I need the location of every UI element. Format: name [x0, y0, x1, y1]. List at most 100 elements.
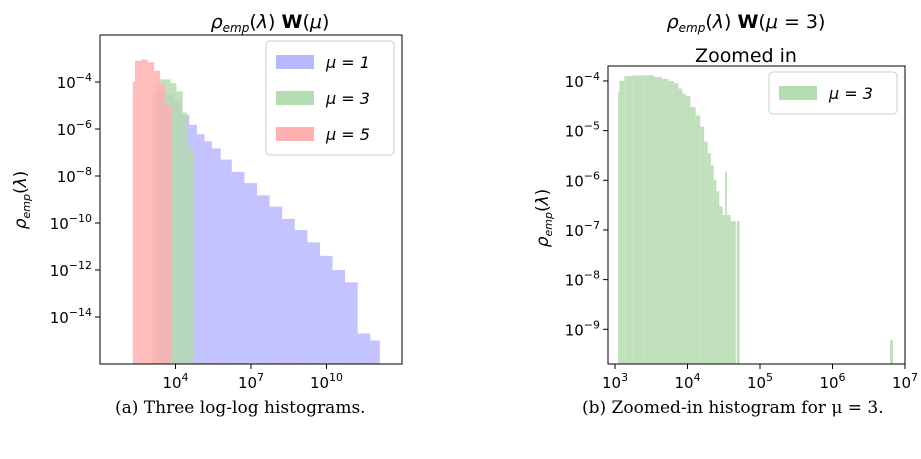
a-bar-series2 — [189, 148, 194, 364]
a-bar-series1 — [231, 171, 245, 364]
b-bar-series1 — [673, 83, 679, 364]
x-tick-label: 107 — [892, 371, 918, 392]
b-bar-series1 — [654, 77, 663, 364]
a-bar-series3 — [165, 105, 171, 364]
a-bar-series1 — [257, 195, 270, 364]
b-bar-series1 — [889, 340, 893, 364]
chart-b-subtitle: Zoomed in — [695, 45, 797, 67]
legend-label: μ = 3 — [828, 84, 873, 103]
chart-a-x-axis: 104 107 1010 — [162, 364, 343, 392]
b-bar-series1 — [632, 75, 644, 365]
x-tick-label: 107 — [238, 371, 264, 392]
y-tick-label: 10−4 — [565, 70, 600, 91]
legend-label: μ = 3 — [325, 89, 370, 108]
b-bar-series1 — [695, 115, 701, 365]
chart-b-y-label: ρemp(λ) — [533, 189, 555, 248]
a-bar-series1 — [370, 340, 380, 364]
a-bar-series1 — [282, 218, 295, 364]
a-bar-series1 — [307, 242, 320, 364]
y-tick-label: 10−14 — [50, 306, 92, 327]
a-bar-series1 — [269, 206, 283, 364]
b-bar-series1 — [685, 95, 691, 364]
chart-a-legend: μ = 1 μ = 3 μ = 5 — [265, 40, 395, 156]
a-bar-series1 — [220, 159, 232, 364]
legend-label: μ = 1 — [325, 53, 370, 72]
x-tick-label: 104 — [674, 371, 700, 392]
chart-b-y-axis: 10−4 10−5 10−6 10−7 10−8 10−9 — [565, 70, 608, 339]
x-tick-label: 105 — [747, 371, 773, 392]
a-bar-series3 — [154, 70, 161, 364]
b-bar-series1 — [716, 191, 720, 364]
a-bar-series2 — [170, 83, 177, 364]
a-bar-series3 — [132, 82, 135, 364]
x-tick-label: 103 — [602, 371, 628, 392]
legend-swatch — [276, 55, 314, 69]
y-tick-label: 10−7 — [565, 219, 600, 240]
chart-b-legend: μ = 3 — [768, 71, 898, 115]
b-bar-series1 — [730, 221, 736, 364]
b-bar-series1 — [678, 88, 683, 364]
b-bar-series1 — [662, 78, 669, 364]
b-bar-series1 — [726, 215, 731, 364]
legend-label: μ = 5 — [325, 125, 370, 144]
a-bar-series2 — [186, 141, 190, 364]
x-tick-label: 104 — [162, 371, 188, 392]
y-tick-label: 10−9 — [565, 318, 600, 339]
chart-b-title: ρemp(λ) W(μ = 3) — [667, 11, 826, 35]
a-bar-series3 — [160, 84, 166, 365]
b-bar-series1 — [643, 75, 655, 365]
a-bar-series2 — [176, 91, 183, 364]
legend-box — [265, 40, 395, 156]
a-bar-series2 — [182, 112, 187, 364]
caption-b: (b) Zoomed-in histogram for μ = 3. — [582, 398, 884, 418]
a-bar-series1 — [332, 270, 346, 364]
y-tick-label: 10−8 — [565, 269, 600, 290]
chart-b-x-axis: 103 104 105 106 107 — [602, 364, 918, 392]
chart-a: ρemp(λ) W(μ) 104 107 1010 10−4 10−6 10−8 10−1… — [11, 11, 403, 392]
a-bar-series1 — [212, 148, 221, 364]
x-tick-label: 106 — [819, 371, 845, 392]
b-bar-series1 — [700, 126, 705, 365]
b-bar-series1 — [668, 80, 674, 364]
a-bar-series1 — [196, 134, 205, 364]
figure-canvas: ρemp(λ) W(μ) 104 107 1010 10−4 10−6 10−8 10−1… — [11, 11, 918, 392]
chart-a-y-label: ρemp(λ) — [11, 171, 33, 230]
y-tick-label: 10−6 — [57, 118, 92, 139]
a-bar-series1 — [204, 141, 213, 364]
y-tick-label: 10−6 — [565, 169, 600, 190]
a-bar-series1 — [294, 230, 308, 364]
b-bar-series1 — [704, 141, 708, 364]
a-bar-series1 — [357, 333, 371, 364]
y-tick-label: 10−10 — [50, 212, 92, 233]
b-bar-series1 — [713, 180, 717, 364]
a-bar-series3 — [134, 60, 141, 365]
chart-a-y-axis: 10−4 10−6 10−8 10−10 10−12 10−14 — [50, 71, 100, 327]
b-bar-series1 — [725, 171, 727, 364]
b-bar-series1 — [624, 76, 633, 364]
b-bar-series1 — [719, 206, 723, 364]
y-tick-label: 10−4 — [57, 71, 92, 92]
chart-a-title: ρemp(λ) W(μ) — [211, 11, 330, 35]
legend-box — [768, 71, 898, 115]
x-tick-label: 1010 — [310, 371, 343, 392]
b-bar-series1 — [682, 93, 686, 365]
b-bar-series1 — [710, 165, 714, 364]
b-bar-series1 — [690, 106, 696, 364]
chart-a-bars — [132, 59, 380, 365]
a-bar-series3 — [140, 59, 148, 364]
chart-b: ρemp(λ) W(μ = 3) Zoomed in 103 104 105 106 1… — [533, 11, 918, 392]
a-bar-series3 — [147, 62, 155, 364]
b-bar-series1 — [619, 80, 625, 364]
a-bar-series1 — [319, 255, 333, 364]
legend-swatch — [779, 86, 817, 100]
y-tick-label: 10−8 — [57, 165, 92, 186]
chart-b-bars — [618, 75, 893, 365]
caption-a: (a) Three log-log histograms. — [115, 398, 366, 418]
a-bar-series1 — [345, 282, 358, 364]
b-bar-series1 — [722, 215, 726, 364]
legend-swatch — [276, 91, 314, 105]
b-bar-series1 — [736, 221, 740, 364]
y-tick-label: 10−12 — [50, 259, 92, 280]
b-bar-series1 — [707, 153, 711, 364]
chart-b-frame — [607, 65, 906, 365]
